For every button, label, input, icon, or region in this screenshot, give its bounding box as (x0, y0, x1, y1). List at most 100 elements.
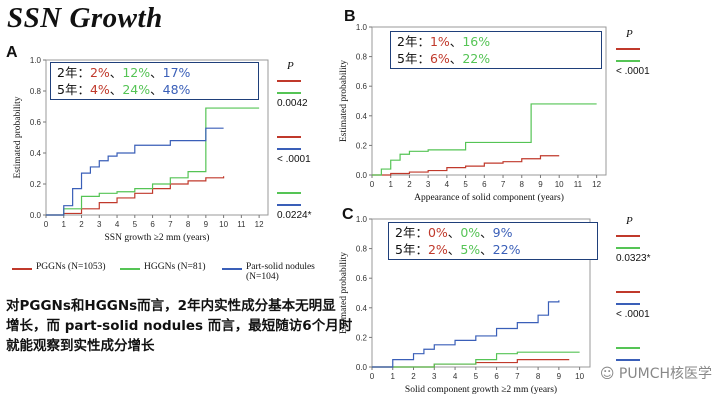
inset-value-pggn: 2% (89, 65, 110, 80)
p-pair-swatch-pggn (616, 291, 640, 293)
y-tick-label: 0.0 (30, 211, 42, 220)
series-line-hggn (46, 107, 260, 216)
inset-separator: 、 (449, 34, 463, 49)
x-tick-label: 2 (79, 220, 84, 229)
series-line-hggn (372, 351, 580, 368)
p-pair-swatch-pggn (277, 136, 301, 138)
inset-value-psn: 48% (162, 82, 191, 97)
x-tick-label: 2 (407, 180, 412, 189)
inset-row: 5年：4%、24%、48% (57, 81, 252, 98)
inset-value-hggn: 22% (462, 51, 491, 66)
y-tick-label: 0.0 (356, 171, 368, 180)
x-tick-label: 0 (370, 180, 375, 189)
inset-value-hggn: 24% (122, 82, 151, 97)
x-tick-label: 12 (255, 220, 264, 229)
watermark: ☺ PUMCH核医学 (600, 363, 712, 383)
panel-label-a: A (6, 44, 18, 61)
x-tick-label: 1 (391, 372, 396, 381)
y-tick-label: 0.8 (356, 245, 368, 254)
inset-year-label: 5年： (57, 82, 90, 97)
y-axis-title: Estimated probability (13, 96, 23, 178)
p-value-text: 0.0224* (277, 210, 312, 221)
inset-box-b: 2年：1%、16% 5年：6% 、 22% (390, 31, 602, 69)
x-tick-label: 11 (574, 180, 583, 189)
y-tick-label: 1.0 (356, 215, 368, 224)
x-tick-label: 8 (536, 372, 541, 381)
legend-label-pggn: PGGNs (N=1053) (36, 262, 106, 272)
inset-value-hggn: 5% (460, 242, 481, 257)
y-tick-label: 0.2 (356, 333, 368, 342)
slide-title: SSN Growth (7, 2, 163, 34)
inset-value-pggn: 1% (429, 34, 450, 49)
p-value-text: < .0001 (616, 309, 650, 320)
inset-separator: 、 (447, 225, 461, 240)
p-pair-swatch-hggn (616, 247, 640, 249)
p-pair-swatch-psn (277, 204, 301, 206)
p-value-text: < .0001 (277, 154, 311, 165)
p-value-text: 0.0323* (616, 253, 651, 264)
inset-box-a: 2年：2%、12%、17% 5年：4%、24%、48% (50, 62, 259, 100)
series-line-hggn (372, 103, 597, 176)
y-tick-label: 0.8 (30, 87, 42, 96)
inset-separator: 、 (480, 225, 493, 240)
inset-value-psn: 22% (492, 242, 521, 257)
p-pair-swatch-pggn (616, 48, 640, 50)
inset-row: 2年：2%、12%、17% (57, 64, 252, 81)
x-axis-title: Solid component growth ≥2 mm (years) (405, 384, 557, 395)
x-tick-label: 12 (592, 180, 601, 189)
series-line-psn (46, 127, 224, 216)
inset-value-pggn: 2% (427, 242, 448, 257)
inset-year-label: 2年： (397, 34, 430, 49)
legend-swatch-pggn (12, 268, 32, 270)
inset-value-pggn: 0% (427, 225, 448, 240)
x-tick-label: 5 (474, 372, 479, 381)
x-tick-label: 6 (150, 220, 155, 229)
y-tick-label: 0.4 (356, 112, 368, 121)
y-tick-label: 0.6 (30, 118, 42, 127)
series-line-psn (372, 300, 560, 368)
inset-row: 2年：1%、16% (397, 33, 595, 50)
inset-year-label: 2年： (57, 65, 90, 80)
x-tick-label: 4 (453, 372, 458, 381)
x-tick-label: 5 (463, 180, 468, 189)
p-values-b: P < .0001 (616, 28, 676, 88)
x-tick-label: 1 (388, 180, 393, 189)
inset-separator: 、 (447, 242, 461, 257)
wechat-icon: ☺ (599, 366, 619, 382)
y-tick-label: 1.0 (30, 56, 42, 65)
x-tick-label: 5 (133, 220, 138, 229)
x-tick-label: 3 (97, 220, 102, 229)
p-pair-swatch-psn (616, 359, 640, 361)
caption: 对PGGNs和HGGNs而言，2年内实性成分基本无明显 增长，而 part-so… (6, 296, 366, 356)
inset-value-hggn: 0% (460, 225, 481, 240)
inset-row: 2年：0%、0%、9% (395, 224, 591, 241)
plot-frame (45, 59, 269, 216)
inset-value-hggn: 12% (122, 65, 151, 80)
y-tick-label: 0.4 (356, 304, 368, 313)
x-tick-label: 8 (520, 180, 525, 189)
p-values-c: P 0.0323* < .0001 (616, 215, 686, 375)
x-tick-label: 2 (411, 372, 416, 381)
inset-value-psn: 17% (162, 65, 191, 80)
inset-separator: 、 (109, 82, 123, 97)
p-pair-swatch-pggn (277, 80, 301, 82)
x-tick-label: 7 (501, 180, 506, 189)
p-pair-swatch-psn (277, 148, 301, 150)
p-header: P (626, 28, 633, 40)
caption-line: 增长，而 part-solid nodules 而言，最短随访6个月时 (6, 318, 353, 334)
inset-box-c: 2年：0%、0%、9% 5年：2%、5%、22% (388, 222, 598, 260)
x-tick-label: 7 (168, 220, 173, 229)
x-tick-label: 3 (432, 372, 437, 381)
x-tick-label: 10 (575, 372, 584, 381)
inset-value-pggn: 6% (429, 51, 450, 66)
p-pair-swatch-hggn (277, 92, 301, 94)
y-tick-label: 0.2 (30, 180, 42, 189)
p-header: P (626, 215, 633, 227)
legend-label-psn: Part-solid nodules (N=104) (246, 262, 315, 282)
x-tick-label: 0 (44, 220, 49, 229)
p-pair-swatch-pggn (616, 235, 640, 237)
inset-value-psn: 9% (492, 225, 513, 240)
x-tick-label: 10 (219, 220, 228, 229)
inset-year-label: 5年： (397, 51, 430, 66)
